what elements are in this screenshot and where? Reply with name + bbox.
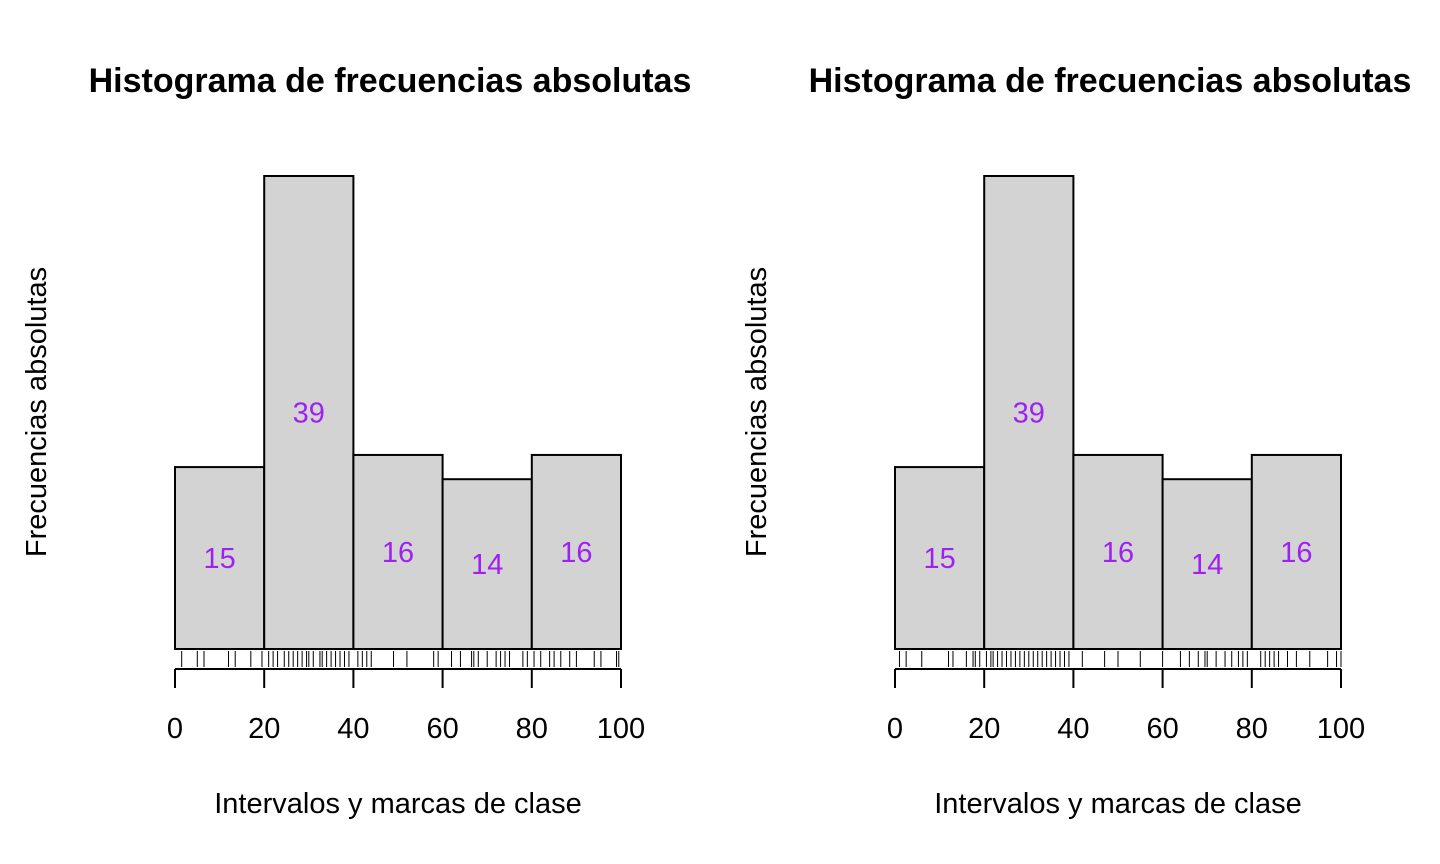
histogram-bar	[530, 453, 622, 651]
x-tick-label: 80	[516, 713, 548, 745]
x-tick-label: 80	[1236, 713, 1268, 745]
histogram-bar	[894, 466, 986, 651]
bar-value-label: 16	[382, 537, 414, 569]
x-tick-label: 0	[167, 713, 183, 745]
x-axis-label: Intervalos y marcas de clase	[214, 788, 581, 820]
bar-value-label: 16	[1102, 537, 1134, 569]
x-tick-label: 0	[887, 713, 903, 745]
x-tick-label: 40	[1057, 713, 1089, 745]
histogram-right: Histograma de frecuencias absolutas Frec…	[741, 62, 1412, 820]
x-tick-label: 20	[248, 713, 280, 745]
bar-value-label: 14	[1191, 549, 1223, 581]
y-axis-label: Frecuencias absolutas	[741, 267, 773, 557]
chart-title: Histograma de frecuencias absolutas	[89, 62, 692, 100]
chart-panel-right: Histograma de frecuencias absolutas Frec…	[720, 0, 1440, 864]
x-tick-label: 100	[597, 713, 645, 745]
histogram-bar	[1250, 453, 1342, 651]
x-tick-label: 20	[968, 713, 1000, 745]
bar-value-label: 15	[203, 543, 235, 575]
x-tick-label: 100	[1317, 713, 1365, 745]
y-axis-label: Frecuencias absolutas	[21, 267, 53, 557]
histogram-bar	[174, 466, 266, 651]
bar-value-label: 16	[1280, 537, 1312, 569]
histogram-bar	[1161, 478, 1253, 651]
x-tick-label: 40	[337, 713, 369, 745]
bar-value-label: 39	[1013, 398, 1045, 430]
bar-value-label: 16	[560, 537, 592, 569]
x-tick-label: 60	[1146, 713, 1178, 745]
chart-panel-left: Histograma de frecuencias absolutas Frec…	[21, 62, 692, 820]
histogram-left: Histograma de frecuencias absolutas Frec…	[21, 62, 692, 820]
bar-value-label: 39	[293, 398, 325, 430]
chart-title: Histograma de frecuencias absolutas	[809, 62, 1412, 100]
histogram-bar	[263, 175, 355, 650]
bar-value-label: 14	[471, 549, 503, 581]
histogram-bar	[352, 453, 444, 651]
bar-value-label: 15	[923, 543, 955, 575]
x-axis-label: Intervalos y marcas de clase	[934, 788, 1301, 820]
x-tick-label: 60	[426, 713, 458, 745]
histogram-bar	[1072, 453, 1164, 651]
histogram-bar	[983, 175, 1075, 650]
